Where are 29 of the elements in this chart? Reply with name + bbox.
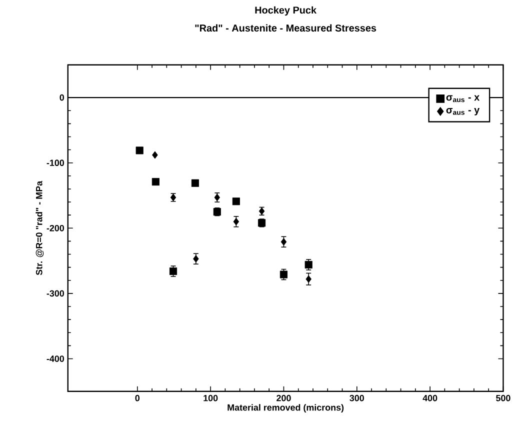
point	[193, 254, 199, 262]
x-axis-title: Material removed (microns)	[228, 404, 344, 412]
x-tick-label: 0	[135, 394, 140, 402]
x-tick-label: 500	[496, 394, 510, 402]
chart-title: Hockey Puck	[255, 6, 317, 16]
x-tick-label: 100	[204, 394, 218, 402]
point	[306, 275, 312, 283]
point	[169, 267, 178, 275]
point	[280, 270, 288, 278]
x-tick-label: 200	[276, 394, 291, 402]
point	[232, 197, 240, 205]
y-tick-label: -200	[46, 224, 64, 232]
y-tick-label: -300	[46, 290, 64, 296]
x-tick-label: 400	[422, 394, 438, 402]
legend-label: σ$_{aus}$ - y	[446, 108, 480, 116]
point	[152, 151, 158, 159]
y-tick-label: -100	[46, 160, 64, 166]
point	[233, 218, 240, 226]
point	[136, 146, 144, 154]
legend-label: σ$_{aus}$ - x	[446, 95, 480, 102]
y-axis-title: Str. @R=0 "rad" - MPa	[36, 180, 44, 275]
point	[152, 178, 160, 186]
x-tick-label: 300	[350, 394, 364, 402]
point	[304, 260, 312, 268]
point	[280, 238, 287, 246]
chart-subtitle: "Rad" - Austenite - Measured Stresses	[195, 24, 376, 32]
y-tick-label: -400	[46, 355, 64, 362]
point	[191, 179, 199, 187]
y-tick-label: 0	[60, 94, 64, 101]
